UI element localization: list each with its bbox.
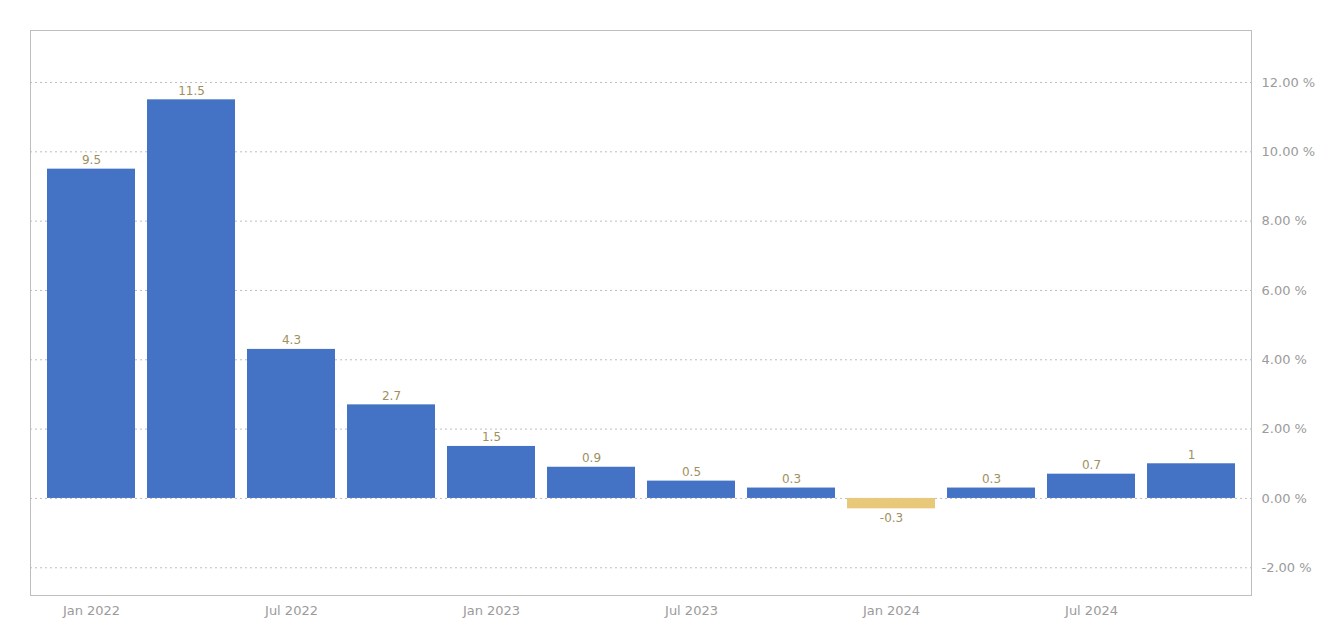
svg-text:0.9: 0.9 xyxy=(582,451,601,465)
svg-text:9.5: 9.5 xyxy=(82,153,101,167)
svg-text:8.00 %: 8.00 % xyxy=(1262,213,1307,228)
svg-text:6.00 %: 6.00 % xyxy=(1262,283,1307,298)
svg-text:Jul 2023: Jul 2023 xyxy=(664,603,718,618)
svg-text:-0.3: -0.3 xyxy=(880,511,903,525)
svg-text:0.3: 0.3 xyxy=(782,472,801,486)
svg-text:Jan 2022: Jan 2022 xyxy=(62,603,120,618)
svg-text:1.5: 1.5 xyxy=(482,430,501,444)
svg-text:0.3: 0.3 xyxy=(982,472,1001,486)
svg-text:2.7: 2.7 xyxy=(382,389,401,403)
svg-text:0.7: 0.7 xyxy=(1082,458,1101,472)
svg-text:0.5: 0.5 xyxy=(682,465,701,479)
svg-text:0.00 %: 0.00 % xyxy=(1262,491,1307,506)
svg-text:Jul 2024: Jul 2024 xyxy=(1064,603,1118,618)
svg-text:Jan 2024: Jan 2024 xyxy=(862,603,920,618)
svg-text:Jan 2023: Jan 2023 xyxy=(462,603,520,618)
svg-text:-2.00 %: -2.00 % xyxy=(1262,560,1312,575)
svg-text:4.3: 4.3 xyxy=(282,333,301,347)
svg-text:11.5: 11.5 xyxy=(178,84,205,98)
svg-text:12.00 %: 12.00 % xyxy=(1262,75,1316,90)
svg-text:1: 1 xyxy=(1188,448,1196,462)
svg-text:Jul 2022: Jul 2022 xyxy=(264,603,318,618)
svg-text:4.00 %: 4.00 % xyxy=(1262,352,1307,367)
svg-text:10.00 %: 10.00 % xyxy=(1262,144,1316,159)
svg-text:2.00 %: 2.00 % xyxy=(1262,421,1307,436)
